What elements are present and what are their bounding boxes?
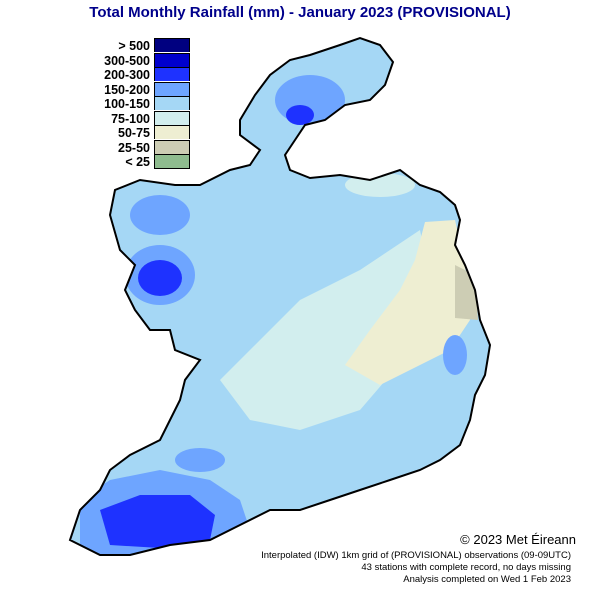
- legend-swatch: [154, 52, 190, 67]
- map-title: Total Monthly Rainfall (mm) - January 20…: [89, 4, 511, 21]
- rain-200-300-donegal: [286, 105, 314, 125]
- legend-label: 75-100: [111, 111, 150, 126]
- legend-label: < 25: [125, 155, 150, 169]
- footer-analysis-date: Analysis completed on Wed 1 Feb 2023: [403, 574, 571, 585]
- rain-150-200-mayo: [130, 195, 190, 235]
- legend-label: 300-500: [104, 53, 150, 68]
- footer-stations: 43 stations with complete record, no day…: [361, 562, 571, 573]
- legend-swatch: [154, 110, 190, 125]
- rain-150-200-clare: [175, 448, 225, 472]
- legend-label: 50-75: [118, 126, 150, 140]
- legend-swatch: [154, 125, 190, 139]
- footer-method: Interpolated (IDW) 1km grid of (PROVISIO…: [261, 550, 571, 561]
- legend-label: 200-300: [104, 68, 150, 82]
- rain-150-200-wicklow: [443, 335, 467, 375]
- legend-label: > 500: [118, 39, 150, 53]
- legend-swatch: [154, 81, 190, 96]
- rain-200-300-southwest: [100, 495, 215, 548]
- legend-label: 150-200: [104, 82, 150, 97]
- legend-swatch: [154, 96, 190, 110]
- rain-50-75-area: [345, 220, 470, 385]
- rain-200-300-connemara: [138, 260, 182, 296]
- legend-swatch: [154, 38, 190, 52]
- legend-swatch: [154, 67, 190, 81]
- legend-swatch: [154, 139, 190, 154]
- legend-swatch: [154, 154, 190, 169]
- copyright: © 2023 Met Éireann: [460, 532, 576, 547]
- legend-label: 100-150: [104, 97, 150, 111]
- ireland-coastline: [68, 36, 492, 556]
- legend-label: 25-50: [118, 140, 150, 155]
